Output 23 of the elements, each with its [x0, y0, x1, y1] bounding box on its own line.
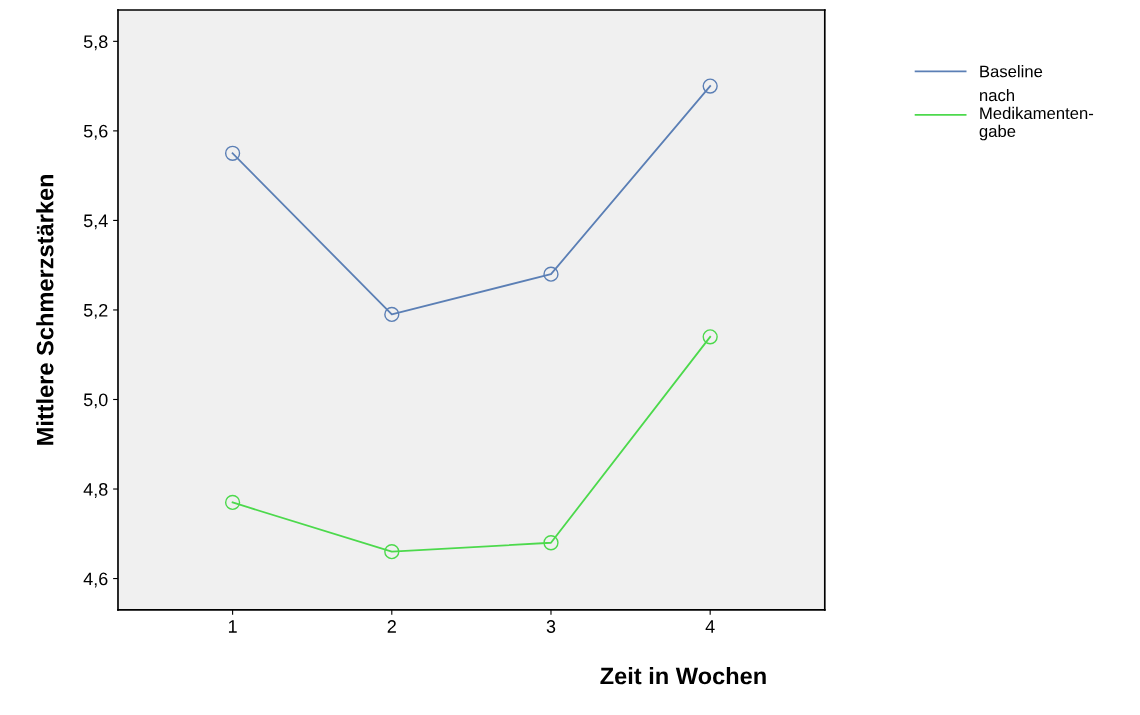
point	[702, 78, 718, 94]
legend-label: Baseline	[980, 65, 1043, 78]
point	[224, 145, 241, 161]
y-tick-label: 5,0	[83, 393, 108, 409]
legend-label: nach Medikamenten- gabe	[979, 88, 1094, 141]
y-tick-label: 5,4	[83, 214, 108, 230]
x-tick-label: 1	[228, 620, 237, 633]
y-tick-label: 4,8	[83, 482, 108, 498]
point	[702, 329, 718, 345]
y-tick-label: 5,6	[83, 124, 108, 140]
point	[543, 266, 559, 282]
y-axis-title: Mittlere Schmerzstärken	[36, 174, 54, 445]
y-tick-label: 4,6	[83, 572, 108, 588]
point	[384, 306, 400, 323]
y-tick-label: 5,2	[83, 303, 108, 319]
y-tick-label: 5,8	[83, 35, 108, 51]
x-tick-label: 2	[387, 620, 396, 633]
point	[224, 494, 241, 511]
point	[543, 535, 559, 551]
x-tick-label: 3	[546, 620, 556, 633]
point	[384, 544, 400, 560]
x-tick-label: 4	[705, 620, 715, 633]
x-axis-title: Zeit in Wochen	[600, 667, 766, 685]
